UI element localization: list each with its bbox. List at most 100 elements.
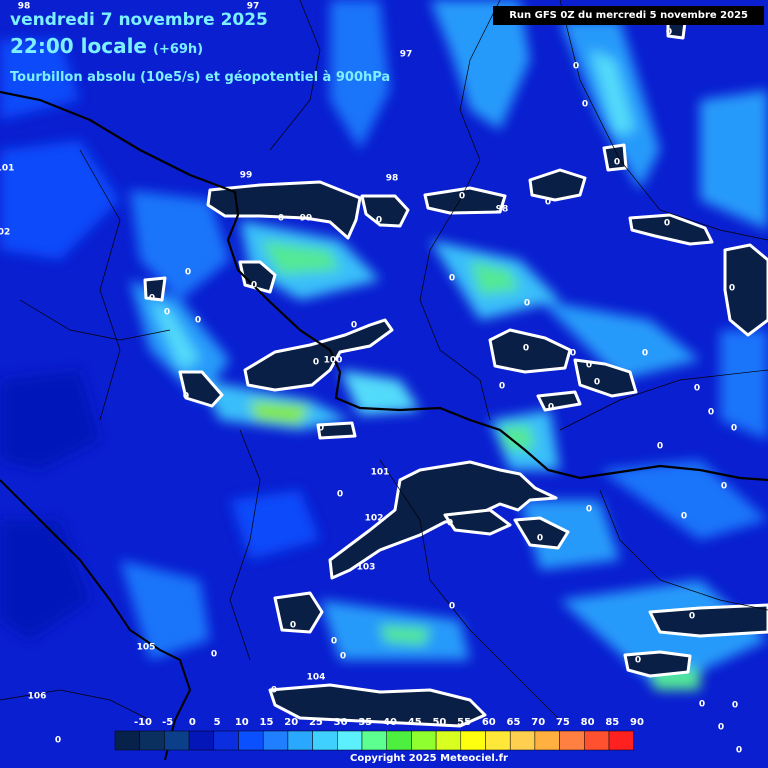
legend-swatch (485, 730, 511, 751)
zero-label: 0 (548, 403, 554, 413)
legend-tick: 85 (605, 717, 619, 728)
zero-label: 0 (537, 534, 543, 544)
zone (648, 603, 768, 638)
legend-tick: 50 (432, 717, 446, 728)
zone (206, 180, 362, 240)
legend-tick: 80 (581, 717, 595, 728)
legend-tick: 10 (235, 717, 249, 728)
legend-tick: 55 (457, 717, 471, 728)
legend-swatch (435, 730, 462, 751)
legend-tick: 0 (189, 717, 196, 728)
zone (536, 390, 582, 412)
legend-tick: 70 (531, 717, 545, 728)
zone (488, 328, 572, 374)
zero-label: 0 (731, 424, 737, 434)
zero-label: 0 (732, 701, 738, 711)
zone (513, 516, 570, 550)
legend-swatch (139, 730, 165, 751)
zero-label: 0 (642, 349, 648, 359)
zone (528, 168, 587, 202)
zone (178, 370, 224, 408)
isohypse-label: 98 (496, 205, 509, 215)
zero-label: 0 (545, 198, 551, 208)
color-legend: -10 -5 0 5 10 15 20 25 30 35 40 45 50 55 60 65 70 75 80 85 9… (114, 717, 644, 751)
zero-label: 0 (657, 442, 663, 452)
negative-vorticity-zones (143, 20, 768, 728)
zero-label: 0 (164, 308, 170, 318)
legend-swatch (386, 730, 412, 751)
zero-label: 0 (449, 274, 455, 284)
legend-tick: -5 (162, 717, 173, 728)
zero-label: 0 (211, 650, 217, 660)
legend-tick: 25 (309, 717, 323, 728)
zone (573, 358, 638, 398)
zero-label: 0 (721, 482, 727, 492)
zero-label: 0 (594, 378, 600, 388)
legend-tick: 40 (383, 717, 397, 728)
zero-label: 0 (185, 268, 191, 278)
legend-swatch (188, 730, 215, 751)
zero-label: 0 (524, 299, 530, 309)
zero-label: 0 (681, 512, 687, 522)
zero-label: 0 (582, 100, 588, 110)
zero-label: 0 (694, 384, 700, 394)
zone (143, 276, 167, 302)
zero-label: 0 (318, 424, 324, 434)
zero-label: 0 (331, 637, 337, 647)
zero-label: 0 (499, 382, 505, 392)
zero-label: 0 (55, 736, 61, 746)
isohypse-label: 105 (137, 643, 156, 653)
legend-tick: -10 (134, 717, 152, 728)
zero-label: 0 (376, 216, 382, 226)
zero-label: 0 (664, 219, 670, 229)
zone (328, 460, 558, 580)
zero-label: 0 (708, 408, 714, 418)
zone (423, 186, 507, 215)
legend-swatch (164, 730, 190, 751)
isohypse-label: 106 (28, 692, 47, 702)
run-label: Run GFS 0Z du mercredi 5 novembre 2025 (493, 6, 764, 25)
zero-label: 0 (251, 281, 257, 291)
legend-tick: 30 (334, 717, 348, 728)
isohypse-label: 103 (357, 563, 376, 573)
legend-swatch (534, 730, 560, 751)
zero-label: 0 (278, 214, 284, 224)
zero-label: 0 (183, 392, 189, 402)
zero-label: 0 (689, 612, 695, 622)
legend-swatch (361, 730, 387, 751)
isohypse-label: 100 (324, 356, 343, 366)
zone (268, 683, 487, 728)
zone (243, 318, 394, 392)
legend-swatch (312, 730, 338, 751)
zone (273, 591, 324, 634)
legend-tick: 65 (507, 717, 521, 728)
isohypse-labels: 98 97 97 101 02 99 98 99 98 100 101 102 103 105 104 106 (0, 2, 508, 702)
zero-label: 0 (586, 505, 592, 515)
zero-label: 0 (449, 602, 455, 612)
zero-label: 0 (459, 192, 465, 202)
isohypse-label: 99 (300, 214, 313, 224)
legend-swatch (411, 730, 437, 751)
legend-swatch (213, 730, 239, 751)
zero-label: 0 (313, 358, 319, 368)
zone (628, 213, 714, 246)
isohypse-label: 102 (365, 514, 384, 524)
zero-label: 0 (351, 321, 357, 331)
isohypse-label: 97 (247, 2, 260, 12)
isohypse-label: 99 (240, 171, 253, 181)
isohypse-label: 98 (386, 174, 399, 184)
zero-label: 0 (271, 686, 277, 696)
legend-swatch (114, 730, 140, 751)
zero-label: 0 (586, 361, 592, 371)
forecast-time: 22:00 locale (+69h) (10, 34, 203, 58)
legend-swatch (559, 730, 585, 751)
zero-label: 0 (573, 62, 579, 72)
zone (238, 260, 277, 294)
zero-label: 0 (699, 700, 705, 710)
isohypse-label: 02 (0, 228, 10, 238)
zero-label: 0 (523, 344, 529, 354)
zone (360, 194, 410, 228)
zero-label: 0 (736, 746, 742, 756)
zero-label: 0 (447, 519, 453, 529)
